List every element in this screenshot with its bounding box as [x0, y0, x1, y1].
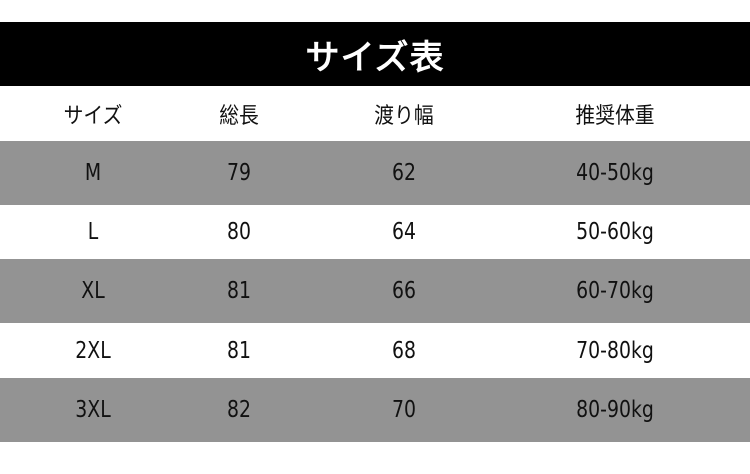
cell-width: 70: [391, 397, 417, 423]
cell-width: 64: [391, 219, 417, 245]
table-header: サイズ 総長 渡り幅 推奨体重: [0, 86, 750, 141]
cell-weight: 40-50kg: [576, 160, 654, 186]
title-bar: サイズ表: [0, 22, 750, 86]
cell-length: 82: [226, 397, 252, 423]
cell-length: 81: [226, 278, 252, 304]
cell-width: 68: [391, 337, 417, 364]
cell-weight: 80-90kg: [576, 397, 654, 423]
table-row: L 80 64 50-60kg: [0, 205, 750, 259]
cell-weight: 60-70kg: [576, 278, 654, 304]
cell-size: M: [84, 160, 102, 186]
table-row: XL 81 66 60-70kg: [0, 259, 750, 323]
cell-width: 66: [391, 278, 417, 304]
page-title: サイズ表: [305, 37, 445, 78]
cell-weight: 50-60kg: [576, 219, 654, 245]
header-length: 総長: [219, 103, 259, 129]
cell-length: 80: [226, 219, 252, 245]
cell-weight: 70-80kg: [576, 337, 654, 364]
cell-width: 62: [391, 160, 417, 186]
table-row: 2XL 81 68 70-80kg: [0, 323, 750, 378]
cell-length: 81: [226, 337, 252, 364]
cell-size: 3XL: [75, 397, 111, 423]
cell-length: 79: [226, 160, 252, 186]
cell-size: L: [87, 219, 99, 245]
cell-size: XL: [81, 278, 105, 304]
header-weight: 推奨体重: [575, 103, 655, 129]
table-row: 3XL 82 70 80-90kg: [0, 378, 750, 442]
header-size: サイズ: [63, 103, 123, 129]
cell-size: 2XL: [75, 337, 111, 364]
table-row: M 79 62 40-50kg: [0, 141, 750, 205]
header-width: 渡り幅: [374, 103, 434, 129]
